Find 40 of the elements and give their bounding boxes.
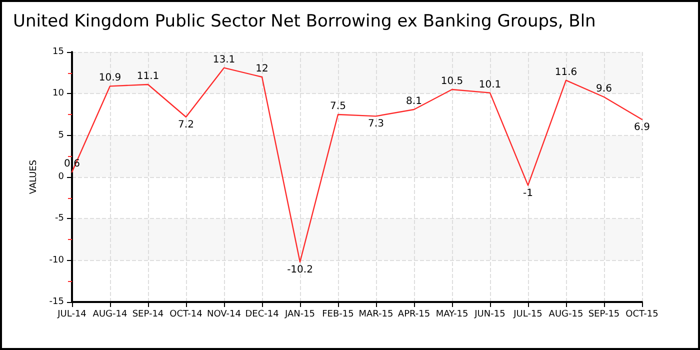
data-label: 9.6 [596,84,612,94]
data-label: 7.5 [330,101,346,112]
data-label: 10.9 [98,72,122,84]
x-tick-label: JUL-15 [512,310,542,320]
x-tick-label: SEP-15 [588,310,620,320]
y-tick-label: -5 [55,214,64,224]
x-tick-label: JUN-15 [474,310,506,320]
y-tick-label: 15 [52,47,64,57]
data-label: 8.1 [406,96,422,107]
data-label: -1 [523,188,533,199]
data-label: 12 [256,64,268,74]
y-tick-label: -15 [49,297,64,307]
x-tick-label: AUG-14 [92,310,128,320]
data-label: 13.1 [212,54,236,66]
data-label: 7.3 [368,118,384,130]
data-label: 10.5 [440,76,464,87]
y-tick-label: 5 [58,130,64,140]
data-label: 7.2 [178,120,194,130]
data-label: 6.9 [634,122,650,133]
chart-title: United Kingdom Public Sector Net Borrowing ex Banking Groups, Bln [13,12,596,32]
x-tick-label: MAY-15 [436,310,468,320]
x-tick-label: JAN-15 [284,310,316,320]
data-label: -10.2 [287,264,313,276]
y-axis-title: VALUES [28,160,39,194]
data-label: 10.1 [478,79,502,90]
x-tick-label: MAR-15 [358,310,394,320]
y-tick-label: -10 [49,255,64,266]
x-tick-label: OCT-15 [626,310,658,320]
x-tick-label: NOV-14 [207,310,242,320]
x-tick-label: APR-15 [398,310,430,320]
y-tick-label: 10 [52,88,64,99]
x-tick-label: AUG-15 [548,310,584,320]
x-tick-label: OCT-14 [170,310,203,320]
y-tick-label: 0 [58,172,64,182]
data-label: 11.1 [136,71,160,82]
x-tick-label: JUL-14 [56,310,87,320]
data-label: 11.6 [554,66,578,78]
x-tick-label: SEP-14 [132,310,164,320]
x-tick-label: FEB-15 [322,310,354,320]
x-tick-label: DEC-14 [245,310,280,320]
